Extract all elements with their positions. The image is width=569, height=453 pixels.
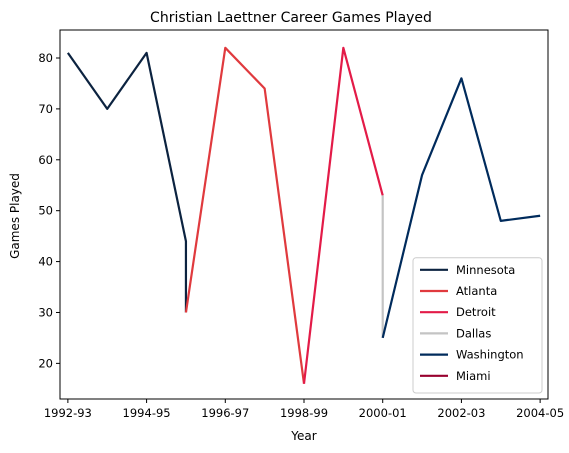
chart-title: Christian Laettner Career Games Played xyxy=(150,10,432,26)
x-tick-label: 2002-03 xyxy=(437,406,485,420)
y-axis-ticks: 20 30 40 50 60 70 80 xyxy=(38,51,60,370)
series-line-atlanta xyxy=(184,46,306,384)
series-line-detroit xyxy=(302,46,384,384)
plot-lines xyxy=(66,46,541,384)
x-tick-label: 1998-99 xyxy=(280,406,328,420)
y-tick-label: 50 xyxy=(38,204,53,218)
legend-label-miami: Miami xyxy=(456,369,491,383)
y-tick-label: 40 xyxy=(38,255,53,269)
legend-label-washington: Washington xyxy=(456,348,524,362)
x-tick-label: 1996-97 xyxy=(201,406,249,420)
x-axis-ticks: 1992-93 1994-95 1996-97 1998-99 2000-01 2002-… xyxy=(44,399,564,420)
y-tick-label: 60 xyxy=(38,153,53,167)
y-axis-label: Games Played xyxy=(8,173,22,259)
legend-label-detroit: Detroit xyxy=(456,305,496,319)
x-axis-label: Year xyxy=(290,429,316,443)
x-tick-label: 1992-93 xyxy=(44,406,92,420)
series-line-washington xyxy=(381,77,541,339)
x-tick-label: 1994-95 xyxy=(123,406,171,420)
x-tick-label: 2004-05 xyxy=(516,406,564,420)
y-tick-label: 80 xyxy=(38,51,53,65)
y-tick-label: 70 xyxy=(38,102,53,116)
legend-label-atlanta: Atlanta xyxy=(456,284,497,298)
series-line-minnesota xyxy=(66,51,188,313)
legend: Minnesota Atlanta Detroit Dallas Washington M… xyxy=(412,257,543,394)
x-tick-label: 2000-01 xyxy=(359,406,407,420)
y-tick-label: 30 xyxy=(38,305,53,319)
legend-label-minnesota: Minnesota xyxy=(456,263,515,277)
legend-label-dallas: Dallas xyxy=(456,326,491,340)
y-tick-label: 20 xyxy=(38,356,53,370)
